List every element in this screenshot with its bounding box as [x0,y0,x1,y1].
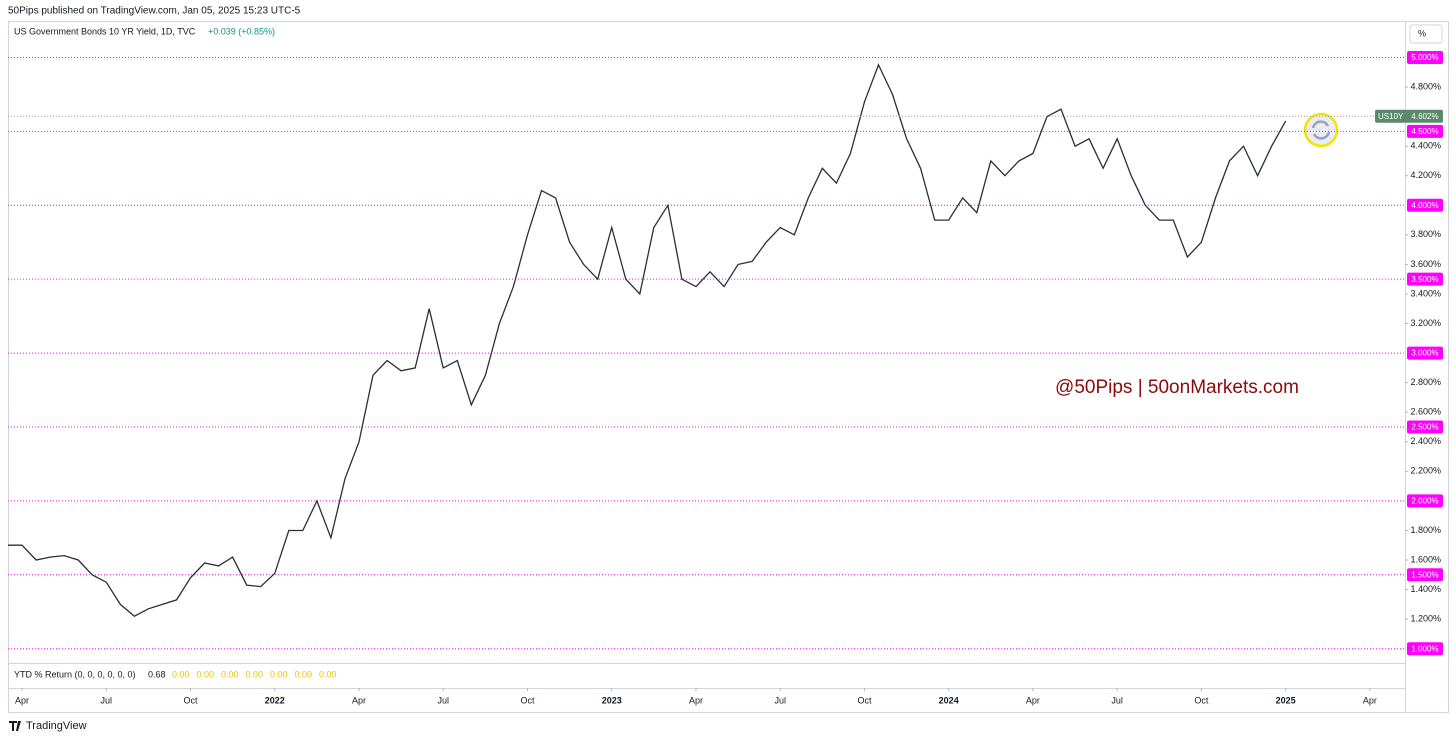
y-tick-label: 1.600% [1410,554,1441,564]
indicator-value: 0.00 [319,669,337,679]
level-label: 5.000% [1411,53,1438,62]
level-label: 4.500% [1411,127,1438,136]
y-tick-label: 1.800% [1410,525,1441,535]
x-tick-label: 2022 [265,695,285,705]
y-tick-label: 4.400% [1410,141,1441,151]
x-tick-label: 2024 [939,695,959,705]
indicator-name: YTD % Return (0, 0, 0, 0, 0, 0) [14,669,136,679]
level-label-box [1407,124,1443,138]
unit-label[interactable]: % [1418,28,1426,38]
x-tick-label: Oct [184,695,199,705]
tv-logo [9,721,21,731]
unit-button[interactable] [1409,24,1443,44]
indicator-value: 0.00 [270,669,288,679]
y-tick-label: 2.400% [1410,436,1441,446]
x-tick-label: Jul [437,695,449,705]
y-tick-label: 3.400% [1410,288,1441,298]
y-tick-label: 1.200% [1410,614,1441,624]
last-price-box [1375,109,1443,123]
x-tick-label: 2023 [602,695,622,705]
x-tick-label: Apr [1026,695,1040,705]
x-tick-label: Apr [689,695,703,705]
y-tick-label: 1.400% [1410,584,1441,594]
x-tick-label: Jul [1111,695,1123,705]
level-label: 1.000% [1411,644,1438,653]
watermark: @50Pips | 50onMarkets.com [1055,377,1299,398]
refresh-arrows [1311,120,1331,140]
x-tick-label: Apr [352,695,366,705]
chart-frame [8,21,1449,713]
last-price-symbol: US10Y [1378,112,1404,121]
indicator-value: 0.00 [172,669,190,679]
x-tick-label: Apr [15,695,29,705]
level-label-box [1407,198,1443,212]
x-tick-label: Oct [857,695,872,705]
x-tick-label: Apr [1363,695,1377,705]
level-label: 2.000% [1411,497,1438,506]
y-tick-label: 3.600% [1410,259,1441,269]
level-label-box [1407,494,1443,508]
y-tick-label: 4.200% [1410,170,1441,180]
y-tick-label: 3.200% [1410,318,1441,328]
level-label-box [1407,642,1443,656]
indicator-value: 0.00 [197,669,215,679]
level-label-box [1407,50,1443,64]
y-tick-label: 2.200% [1410,466,1441,476]
indicator-value: 0.00 [295,669,313,679]
last-price-label: 4.602% [1411,112,1438,121]
x-tick-label: Oct [1194,695,1209,705]
level-label: 1.500% [1411,570,1438,579]
x-tick-label: Jul [101,695,113,705]
published-line: 50Pips published on TradingView.com, Jan… [8,6,301,17]
level-label: 3.000% [1411,349,1438,358]
indicator-value: 0.00 [246,669,264,679]
change-text: +0.039 (+0.85%) [208,26,275,36]
x-tick-label: Jul [774,695,786,705]
indicator-value: 0.68 [148,669,166,679]
x-tick-label: 2025 [1276,695,1296,705]
y-tick-label: 4.800% [1410,81,1441,91]
price-line [8,63,1287,617]
y-tick-label: 3.800% [1410,229,1441,239]
level-label: 2.500% [1411,423,1438,432]
y-tick-label: 2.600% [1410,407,1441,417]
level-label: 4.000% [1411,201,1438,210]
footer-brand: TradingView [26,720,87,732]
level-label-box [1407,568,1443,582]
level-label: 3.500% [1411,275,1438,284]
level-label-box [1407,272,1443,286]
level-label-box [1407,420,1443,434]
refresh-icon[interactable] [1303,112,1339,148]
level-label-box [1407,346,1443,360]
y-tick-label: 2.800% [1410,377,1441,387]
indicator-value: 0.00 [221,669,239,679]
symbol-title: US Government Bonds 10 YR Yield, 1D, TVC [14,26,196,36]
x-tick-label: Oct [520,695,535,705]
